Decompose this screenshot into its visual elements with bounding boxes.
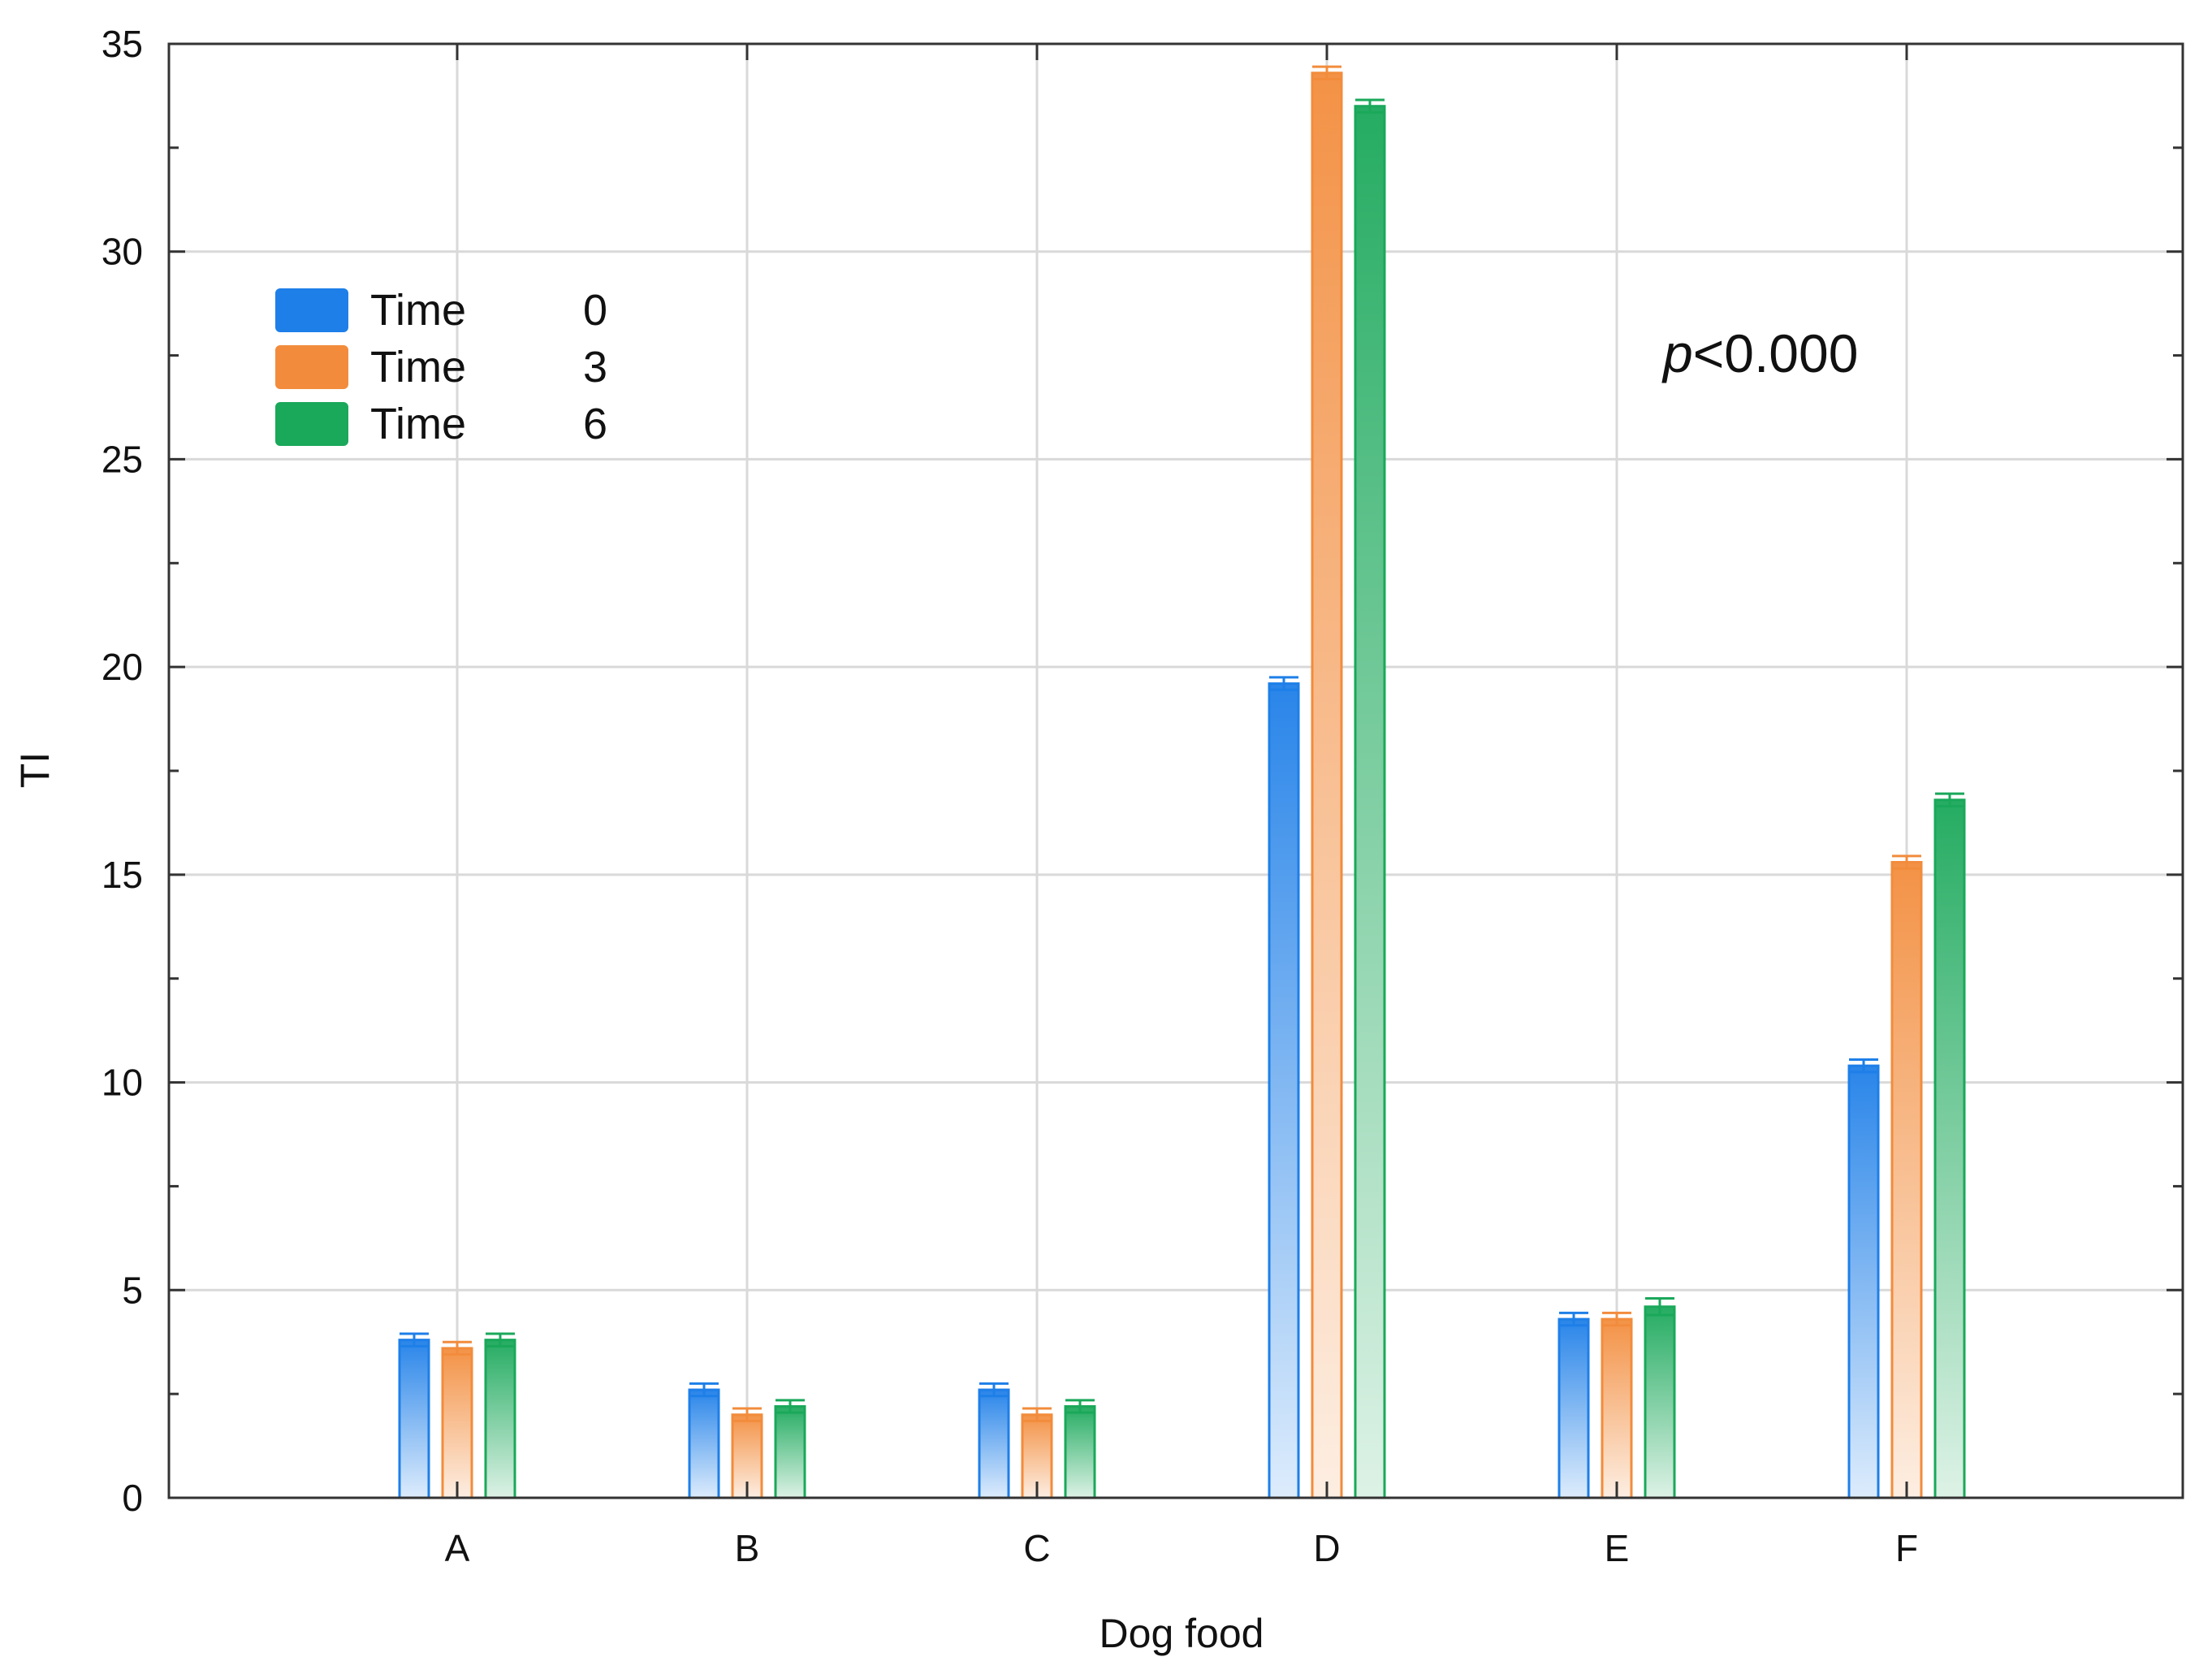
y-axis-title: TI bbox=[12, 752, 58, 788]
legend-swatch-time-6 bbox=[275, 402, 348, 446]
x-axis-title: Dog food bbox=[1100, 1611, 1264, 1656]
y-tick-label: 5 bbox=[122, 1269, 143, 1311]
legend-label: Time bbox=[370, 343, 466, 392]
bar-C-time-0 bbox=[978, 1388, 1010, 1499]
bar-B-time-0 bbox=[688, 1388, 720, 1499]
bar-A-time-6 bbox=[484, 1339, 516, 1499]
x-tick-label: E bbox=[1605, 1527, 1630, 1569]
p-value-annotation: p<0.000 bbox=[1661, 323, 1858, 383]
grid bbox=[169, 44, 2183, 1498]
legend-level: 0 bbox=[583, 286, 607, 335]
x-tick-label: F bbox=[1895, 1527, 1918, 1569]
x-tick-label: C bbox=[1023, 1527, 1050, 1569]
bar-D-time-0 bbox=[1268, 682, 1300, 1499]
legend-label: Time bbox=[370, 400, 466, 448]
bar-D-time-3 bbox=[1311, 71, 1343, 1499]
bar-D-time-6 bbox=[1354, 105, 1386, 1499]
bar-E-time-6 bbox=[1644, 1305, 1676, 1499]
y-tick-label: 35 bbox=[102, 23, 143, 65]
y-tick-label: 20 bbox=[102, 646, 143, 688]
bar-F-time-0 bbox=[1847, 1064, 1880, 1499]
plot-frame bbox=[167, 42, 2184, 1499]
bar-A-time-0 bbox=[398, 1339, 430, 1499]
x-tick-label: D bbox=[1313, 1527, 1340, 1569]
bar-C-time-6 bbox=[1064, 1404, 1096, 1499]
bar-F-time-3 bbox=[1890, 861, 1923, 1499]
bar-B-time-6 bbox=[774, 1404, 806, 1499]
y-tick-label: 10 bbox=[102, 1062, 143, 1104]
legend-swatch-time-0 bbox=[275, 288, 348, 332]
legend: Time 0 Time 3 Time 6 bbox=[275, 286, 607, 448]
y-tick-label: 25 bbox=[102, 438, 143, 480]
x-tick-label: B bbox=[735, 1527, 760, 1569]
bars bbox=[398, 65, 1966, 1499]
y-tick-label: 15 bbox=[102, 854, 143, 896]
bar-E-time-3 bbox=[1601, 1317, 1633, 1499]
bar-F-time-6 bbox=[1933, 798, 1966, 1499]
legend-label: Time bbox=[370, 286, 466, 335]
y-tick-label: 30 bbox=[102, 231, 143, 273]
x-tick-label: A bbox=[445, 1527, 470, 1569]
legend-level: 3 bbox=[583, 343, 607, 392]
bar-E-time-0 bbox=[1557, 1317, 1590, 1499]
legend-swatch-time-3 bbox=[275, 345, 348, 389]
p-value-symbol: p bbox=[1661, 323, 1693, 383]
p-value-text: <0.000 bbox=[1693, 323, 1859, 383]
legend-level: 6 bbox=[583, 400, 607, 448]
bar-A-time-3 bbox=[441, 1347, 473, 1499]
y-tick-label: 0 bbox=[122, 1477, 143, 1519]
